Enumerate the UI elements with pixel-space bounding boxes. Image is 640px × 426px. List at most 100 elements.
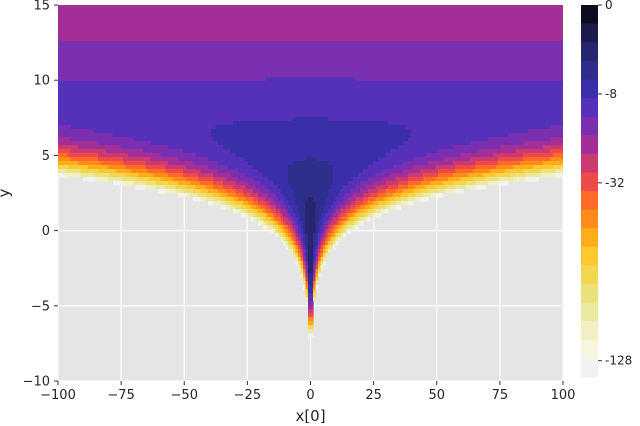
- density-cell: [60, 17, 64, 22]
- density-cell: [425, 13, 429, 18]
- density-cell: [273, 25, 277, 30]
- density-cell: [255, 9, 259, 14]
- density-cell: [230, 53, 234, 58]
- density-cell: [65, 57, 69, 62]
- density-cell: [550, 81, 554, 86]
- density-cell: [215, 49, 219, 54]
- density-cell: [325, 9, 329, 14]
- density-cell: [193, 65, 197, 70]
- density-cell: [175, 65, 179, 70]
- density-cell: [295, 61, 299, 66]
- density-cell: [173, 37, 177, 42]
- density-cell: [420, 45, 424, 50]
- density-cell: [283, 29, 287, 34]
- density-cell: [283, 17, 287, 22]
- density-cell: [298, 81, 302, 86]
- density-cell: [140, 57, 144, 62]
- density-cell: [175, 13, 179, 18]
- density-cell: [210, 17, 214, 22]
- density-cell: [295, 29, 299, 34]
- density-cell: [400, 37, 404, 42]
- density-cell: [263, 17, 267, 22]
- density-cell: [125, 17, 129, 22]
- density-cell: [243, 21, 247, 26]
- density-cell: [395, 29, 399, 34]
- density-cell: [80, 65, 84, 70]
- density-cell: [408, 5, 412, 10]
- density-cell: [555, 5, 559, 10]
- density-cell: [348, 73, 352, 78]
- density-cell: [528, 5, 532, 10]
- density-cell: [483, 5, 487, 10]
- density-cell: [398, 81, 402, 86]
- density-cell: [65, 85, 69, 90]
- density-cell: [123, 49, 127, 54]
- density-cell: [298, 17, 302, 22]
- density-cell: [543, 77, 547, 82]
- density-cell: [415, 53, 419, 58]
- density-cell: [215, 77, 219, 82]
- density-cell: [200, 45, 204, 50]
- density-cell: [68, 25, 72, 30]
- density-cell: [428, 41, 432, 46]
- density-cell: [258, 57, 262, 62]
- density-cell: [273, 53, 277, 58]
- density-cell: [120, 61, 124, 66]
- density-cell: [263, 29, 267, 34]
- density-cell: [403, 81, 407, 86]
- density-cell: [78, 17, 82, 22]
- density-cell: [380, 65, 384, 70]
- density-cell: [85, 85, 89, 90]
- density-cell: [363, 29, 367, 34]
- density-cell: [550, 33, 554, 38]
- density-cell: [113, 25, 117, 30]
- density-cell: [463, 17, 467, 22]
- density-cell: [550, 77, 554, 82]
- density-cell: [73, 25, 77, 30]
- density-cell: [65, 29, 69, 34]
- density-cell: [388, 17, 392, 22]
- density-cell: [353, 13, 357, 18]
- density-cell: [410, 77, 414, 82]
- density-cell: [488, 45, 492, 50]
- density-cell: [305, 57, 309, 62]
- density-cell: [303, 41, 307, 46]
- density-cell: [193, 41, 197, 46]
- density-cell: [333, 17, 337, 22]
- density-cell: [375, 9, 379, 14]
- density-cell: [540, 65, 544, 70]
- density-cell: [443, 45, 447, 50]
- density-cell: [380, 25, 384, 30]
- density-cell: [480, 17, 484, 22]
- density-cell: [138, 13, 142, 18]
- density-cell: [235, 49, 239, 54]
- density-cell: [450, 5, 454, 10]
- density-cell: [460, 37, 464, 42]
- density-cell: [183, 25, 187, 30]
- density-cell: [418, 69, 422, 74]
- density-cell: [525, 25, 529, 30]
- density-cell: [223, 69, 227, 74]
- density-cell: [375, 77, 379, 82]
- density-cell: [515, 41, 519, 46]
- density-cell: [70, 5, 74, 10]
- density-cell: [345, 45, 349, 50]
- density-cell: [498, 57, 502, 62]
- density-cell: [190, 25, 194, 30]
- density-cell: [90, 5, 94, 10]
- density-cell: [318, 73, 322, 78]
- density-cell: [90, 77, 94, 82]
- density-cell: [330, 41, 334, 46]
- density-cell: [268, 69, 272, 74]
- density-cell: [163, 45, 167, 50]
- density-cell: [240, 29, 244, 34]
- density-cell: [383, 9, 387, 14]
- density-cell: [58, 65, 62, 70]
- density-cell: [130, 69, 134, 74]
- density-cell: [328, 69, 332, 74]
- density-cell: [510, 21, 514, 26]
- density-cell: [68, 65, 72, 70]
- density-cell: [500, 21, 504, 26]
- density-cell: [60, 13, 64, 18]
- density-cell: [165, 17, 169, 22]
